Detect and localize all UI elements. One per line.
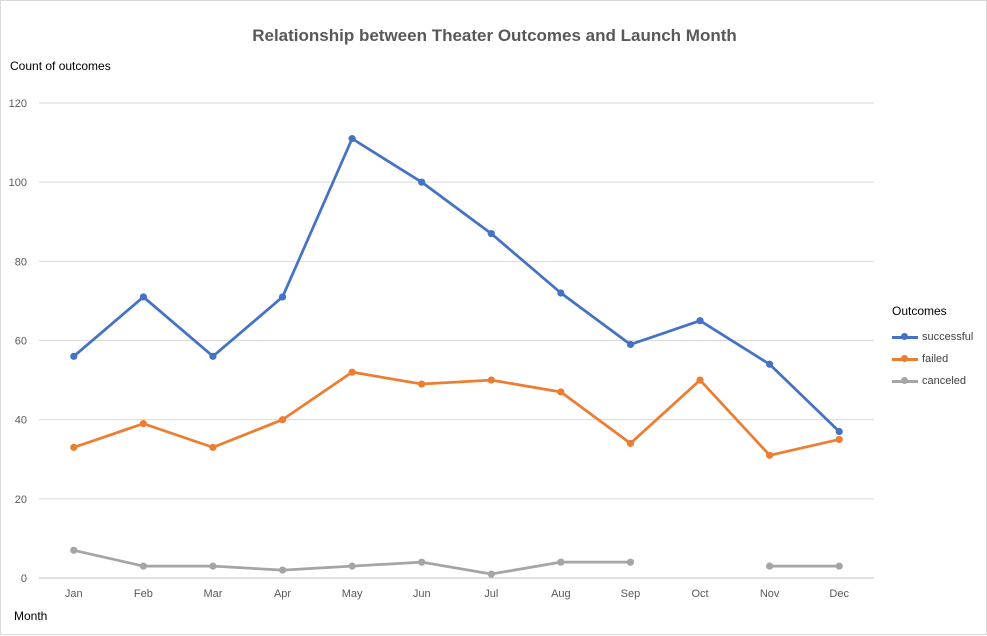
- series-group: [70, 135, 843, 578]
- y-tick-label: 40: [15, 415, 27, 427]
- legend-marker: [892, 332, 918, 342]
- data-point-canceled: [557, 558, 565, 566]
- data-point-canceled: [418, 558, 426, 566]
- legend-item-successful: successful: [892, 326, 973, 348]
- series-line-failed: [72, 370, 841, 457]
- data-point-successful: [835, 427, 843, 436]
- data-point-failed: [487, 376, 495, 384]
- data-point-canceled: [766, 562, 774, 570]
- data-point-successful: [348, 135, 356, 143]
- data-point-canceled: [139, 562, 147, 570]
- x-axis-ticks: Jan Feb Mar Apr May Jun Jul Aug Sep Oct Nov Dec: [65, 588, 850, 600]
- data-point-canceled: [209, 562, 217, 570]
- series-failed: [70, 368, 843, 459]
- legend-items: successful failed canceled: [892, 326, 973, 392]
- data-point-successful: [70, 352, 78, 360]
- data-point-canceled: [835, 562, 843, 570]
- data-point-canceled: [487, 570, 495, 578]
- data-point-failed: [835, 435, 843, 444]
- x-tick-label: Feb: [134, 588, 153, 600]
- series-successful: [70, 135, 843, 436]
- y-tick-label: 100: [9, 177, 27, 189]
- legend-item-canceled: canceled: [892, 370, 973, 392]
- y-tick-label: 0: [21, 573, 27, 585]
- x-tick-label: Oct: [691, 588, 708, 600]
- data-point-successful: [557, 289, 565, 297]
- legend-marker: [892, 376, 918, 386]
- x-axis-title: Month: [14, 609, 48, 623]
- x-tick-label: Jul: [484, 588, 498, 600]
- legend-label: canceled: [922, 375, 967, 387]
- data-point-failed: [418, 380, 426, 388]
- data-point-failed: [70, 443, 78, 451]
- chart-title: Relationship between Theater Outcomes an…: [252, 26, 737, 45]
- data-point-canceled: [626, 558, 635, 566]
- data-point-failed: [348, 368, 356, 376]
- legend-item-failed: failed: [892, 348, 973, 370]
- data-point-successful: [278, 293, 287, 301]
- data-point-successful: [626, 340, 635, 349]
- series-line-canceled: [72, 548, 632, 576]
- x-tick-label: Sep: [621, 588, 641, 600]
- data-point-successful: [139, 293, 147, 301]
- legend-label: successful: [922, 331, 974, 343]
- data-point-failed: [139, 420, 147, 428]
- data-point-failed: [209, 443, 217, 451]
- x-tick-label: Aug: [551, 588, 571, 600]
- y-tick-label: 80: [15, 256, 27, 268]
- data-point-canceled: [70, 546, 78, 554]
- y-tick-label: 120: [9, 98, 27, 110]
- data-point-successful: [209, 352, 217, 360]
- legend-label: failed: [922, 353, 949, 365]
- x-tick-label: Apr: [274, 588, 291, 600]
- data-point-failed: [766, 451, 774, 459]
- y-tick-label: 20: [15, 494, 27, 506]
- data-point-failed: [626, 439, 635, 448]
- x-tick-label: Mar: [203, 588, 222, 600]
- data-point-successful: [766, 360, 774, 368]
- data-point-failed: [278, 416, 287, 424]
- series-canceled: [70, 546, 843, 578]
- data-point-failed: [696, 376, 704, 384]
- x-tick-label: Dec: [829, 588, 849, 600]
- data-point-successful: [696, 317, 704, 325]
- legend-marker: [892, 354, 918, 364]
- y-axis-ticks: 0 20 40 60 80 100 120: [9, 98, 27, 585]
- y-tick-label: 60: [15, 336, 27, 348]
- series-line-successful: [72, 137, 841, 433]
- data-point-successful: [487, 230, 495, 238]
- data-point-canceled: [278, 566, 287, 574]
- legend: Outcomes successful failed canceled: [892, 304, 973, 392]
- legend-title: Outcomes: [892, 304, 947, 318]
- y-axis-title: Count of outcomes: [10, 59, 111, 73]
- x-tick-label: Nov: [760, 588, 780, 600]
- data-point-successful: [418, 178, 426, 186]
- x-tick-label: Jan: [65, 588, 83, 600]
- x-tick-label: Jun: [413, 588, 431, 600]
- data-point-failed: [557, 388, 565, 396]
- x-tick-label: May: [342, 588, 363, 600]
- data-point-canceled: [348, 562, 356, 570]
- gridlines: [39, 102, 874, 579]
